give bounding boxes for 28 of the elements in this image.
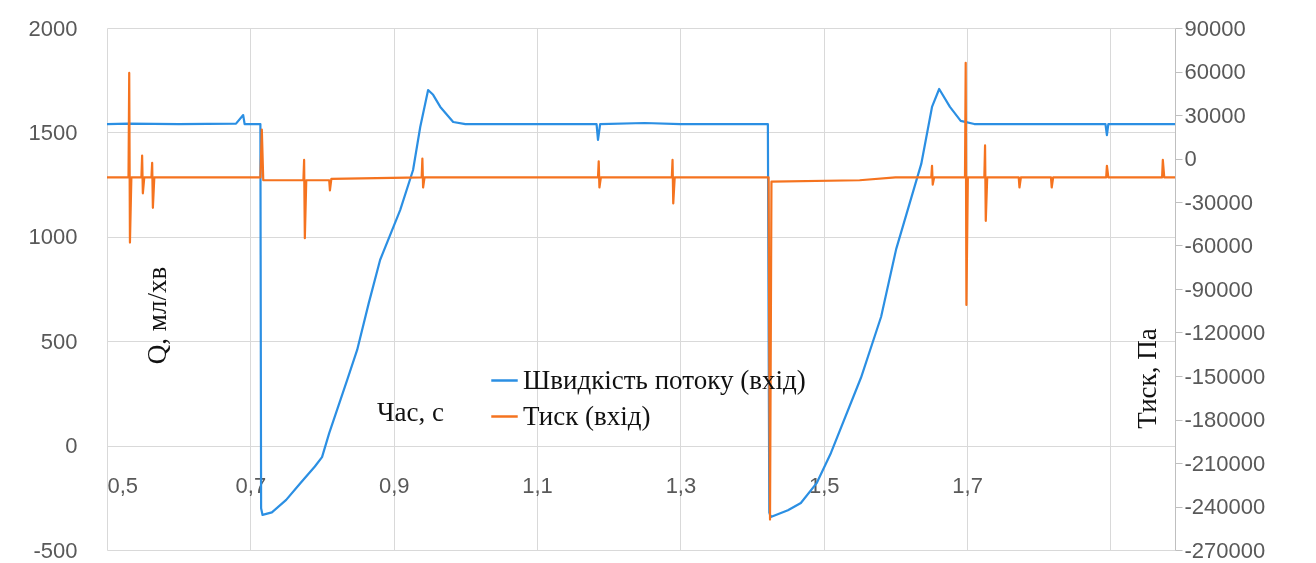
y2-tick-label: 60000: [1184, 59, 1246, 84]
y-tick-label: 0: [65, 433, 78, 459]
y2-tick-label: -60000: [1184, 233, 1254, 258]
legend-label: Тиск (вхід): [523, 400, 651, 431]
y-tick-label: 1000: [28, 224, 78, 250]
x-tick-label: 1,1: [522, 473, 553, 499]
y-tick-label: -500: [33, 537, 78, 563]
y2-tick-label: -270000: [1184, 537, 1266, 563]
x-tick-label: 0,9: [378, 473, 410, 499]
y2-tick-label: -180000: [1184, 407, 1266, 432]
y2-tick-label: -90000: [1184, 276, 1254, 302]
y2-tick-label: 90000: [1184, 15, 1246, 41]
y2-tick-label: -240000: [1184, 494, 1266, 519]
y-tick-label: 500: [40, 328, 78, 354]
x-tick-label: 1,7: [952, 473, 983, 499]
y-tick-label: 2000: [28, 15, 78, 41]
x-tick-label: 0,5: [107, 473, 139, 499]
y2-tick-label: -210000: [1184, 450, 1266, 476]
y-axis-title: Q, мл/хв: [141, 266, 172, 365]
x-tick-label: 1,3: [665, 473, 697, 499]
y-tick-label: 1500: [28, 119, 78, 145]
y2-axis-title: Тиск, Па: [1131, 328, 1162, 429]
y2-tick-label: -120000: [1184, 320, 1266, 345]
y2-tick-label: -30000: [1184, 189, 1254, 215]
y2-tick-label: -150000: [1184, 363, 1266, 389]
y2-tick-label: 30000: [1184, 102, 1246, 128]
x-axis-title: Час, с: [377, 396, 445, 427]
y2-tick-label: 0: [1184, 146, 1197, 171]
